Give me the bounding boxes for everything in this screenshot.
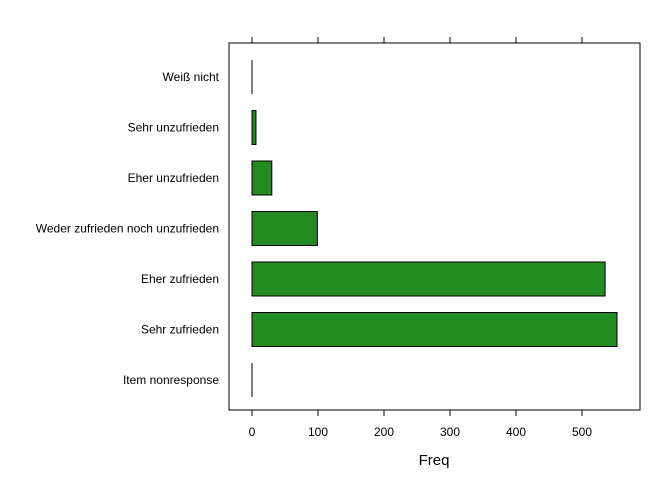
bar bbox=[251, 312, 618, 347]
x-tick-label: 200 bbox=[374, 425, 394, 439]
bar bbox=[251, 160, 273, 196]
category-label: Eher zufrieden bbox=[141, 272, 219, 286]
plot-frame bbox=[228, 42, 641, 411]
bars bbox=[251, 60, 618, 397]
top-axis-ticks bbox=[251, 37, 583, 43]
category-label: Weiß nicht bbox=[163, 70, 220, 84]
x-axis-title: Freq bbox=[419, 452, 450, 469]
category-label: Item nonresponse bbox=[123, 373, 219, 387]
x-tick-label: 500 bbox=[572, 425, 592, 439]
category-label: Weder zufrieden noch unzufrieden bbox=[36, 222, 219, 236]
category-label: Eher unzufrieden bbox=[128, 171, 219, 185]
bar bbox=[251, 110, 257, 145]
category-labels: Item nonresponse Sehr zufrieden Eher zufri… bbox=[36, 70, 220, 387]
category-label: Sehr zufrieden bbox=[141, 323, 219, 337]
category-label: Sehr unzufrieden bbox=[128, 121, 219, 135]
bottom-axis-ticks: 0 100 200 300 400 500 bbox=[249, 410, 592, 439]
bar bbox=[251, 261, 606, 297]
x-tick-label: 100 bbox=[308, 425, 328, 439]
bar bbox=[251, 211, 318, 246]
x-tick-label: 300 bbox=[440, 425, 460, 439]
x-tick-label: 0 bbox=[249, 425, 256, 439]
x-tick-label: 400 bbox=[506, 425, 526, 439]
